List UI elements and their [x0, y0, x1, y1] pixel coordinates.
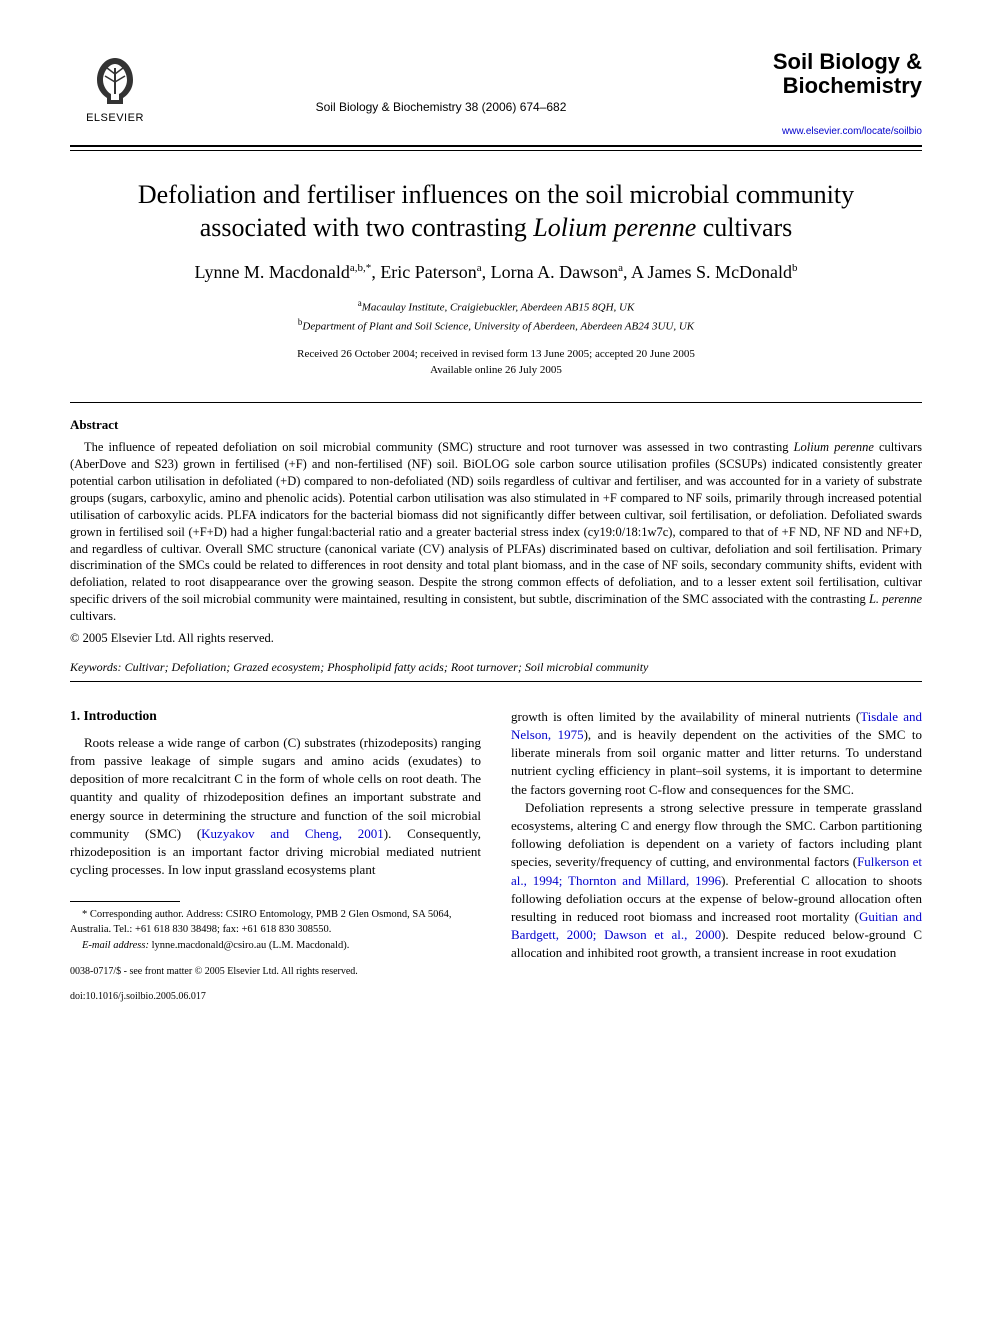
journal-title-line1: Soil Biology & — [773, 49, 922, 74]
journal-homepage-link[interactable]: www.elsevier.com/locate/soilbio — [722, 126, 922, 137]
publisher-name: ELSEVIER — [86, 112, 144, 124]
abstract-body: The influence of repeated defoliation on… — [70, 439, 922, 625]
journal-citation: Soil Biology & Biochemistry 38 (2006) 67… — [160, 50, 722, 114]
corresponding-author-footnote: * Corresponding author. Address: CSIRO E… — [70, 908, 481, 936]
title-text-post: cultivars — [696, 213, 792, 242]
journal-brand-box: Soil Biology & Biochemistry www.elsevier… — [722, 50, 922, 137]
publisher-logo: ELSEVIER — [70, 50, 160, 124]
header-rule-bottom — [70, 150, 922, 151]
doi-line: doi:10.1016/j.soilbio.2005.06.017 — [70, 990, 481, 1003]
title-species: Lolium perenne — [533, 213, 696, 242]
footnote-rule — [70, 901, 180, 902]
email-label: E-mail address: — [82, 940, 149, 951]
journal-title-line2: Biochemistry — [783, 73, 922, 98]
intro-para-1-continued: growth is often limited by the availabil… — [511, 708, 922, 799]
citation-link[interactable]: Kuzyakov and Cheng, 2001 — [201, 826, 384, 841]
elsevier-tree-icon — [85, 50, 145, 110]
abstract-copyright: © 2005 Elsevier Ltd. All rights reserved… — [70, 631, 922, 646]
article-dates: Received 26 October 2004; received in re… — [70, 347, 922, 378]
journal-title: Soil Biology & Biochemistry — [722, 50, 922, 98]
intro-para-1: Roots release a wide range of carbon (C)… — [70, 734, 481, 880]
section-1-heading: 1. Introduction — [70, 708, 481, 724]
abstract-heading: Abstract — [70, 417, 922, 433]
article-title: Defoliation and fertiliser influences on… — [90, 179, 902, 244]
intro-para-2: Defoliation represents a strong selectiv… — [511, 799, 922, 963]
dates-received: Received 26 October 2004; received in re… — [297, 348, 695, 360]
abstract-bottom-rule — [70, 681, 922, 682]
author-list: Lynne M. Macdonalda,b,*, Eric Patersona,… — [70, 262, 922, 283]
keywords-line: Keywords: Cultivar; Defoliation; Grazed … — [70, 660, 922, 675]
affiliations: aMacaulay Institute, Craigiebuckler, Abe… — [70, 297, 922, 335]
left-column: 1. Introduction Roots release a wide ran… — [70, 708, 481, 1003]
issn-line: 0038-0717/$ - see front matter © 2005 El… — [70, 965, 481, 978]
dates-online: Available online 26 July 2005 — [430, 364, 562, 376]
body-columns: 1. Introduction Roots release a wide ran… — [70, 708, 922, 1003]
header-rule-top — [70, 145, 922, 147]
keywords-label: Keywords: — [70, 660, 122, 674]
email-footnote: E-mail address: lynne.macdonald@csiro.au… — [70, 939, 481, 953]
page-header: ELSEVIER Soil Biology & Biochemistry 38 … — [70, 50, 922, 137]
email-value: lynne.macdonald@csiro.au (L.M. Macdonald… — [152, 940, 350, 951]
abstract-top-rule — [70, 402, 922, 403]
keywords-list: Cultivar; Defoliation; Grazed ecosystem;… — [125, 660, 649, 674]
affiliation-b: Department of Plant and Soil Science, Un… — [302, 321, 694, 333]
affiliation-a: Macaulay Institute, Craigiebuckler, Aber… — [362, 302, 635, 314]
right-column: growth is often limited by the availabil… — [511, 708, 922, 1003]
